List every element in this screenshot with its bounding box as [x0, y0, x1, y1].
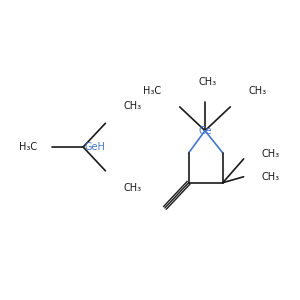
Text: CH₃: CH₃ — [198, 76, 216, 87]
Text: H₃C: H₃C — [143, 85, 161, 96]
Text: CH₃: CH₃ — [249, 85, 267, 96]
Text: H₃C: H₃C — [19, 142, 37, 152]
Text: CH₃: CH₃ — [123, 101, 141, 111]
Text: GeH: GeH — [84, 142, 105, 152]
Text: CH₃: CH₃ — [123, 183, 141, 193]
Text: CH₃: CH₃ — [262, 149, 280, 160]
Text: Ge: Ge — [198, 126, 212, 136]
Text: CH₃: CH₃ — [262, 172, 280, 182]
